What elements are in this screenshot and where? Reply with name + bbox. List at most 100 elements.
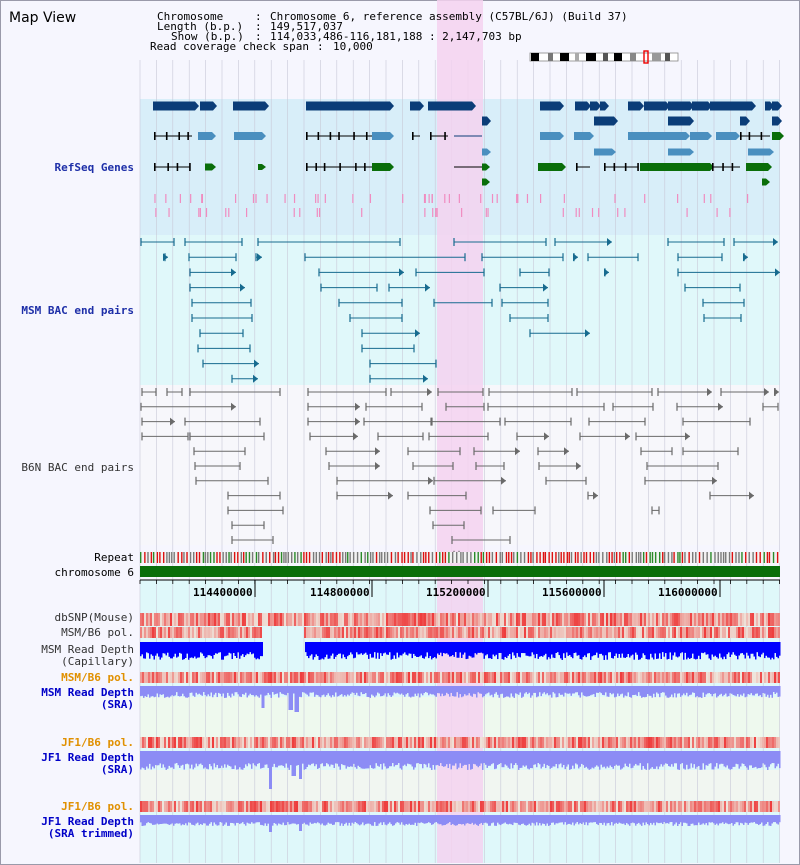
depth-bar: [521, 751, 523, 768]
heat-cell: [410, 627, 412, 638]
heat-cell: [540, 627, 542, 638]
depth-bar: [735, 815, 737, 823]
depth-bar: [303, 686, 305, 693]
heat-cell: [298, 737, 300, 748]
heat-cell: [256, 801, 258, 812]
heat-cell: [262, 801, 264, 812]
depth-bar: [167, 642, 169, 653]
gene-arrow: [487, 148, 491, 156]
depth-bar: [338, 686, 340, 697]
b6n-bac-pairs[interactable]: [140, 388, 779, 559]
heat-cell: [770, 737, 772, 748]
heat-cell: [180, 672, 182, 683]
heat-cell: [252, 613, 254, 626]
heat-cell: [316, 627, 318, 638]
depth-bar: [456, 815, 458, 826]
track-label-refseq[interactable]: RefSeq Genes: [54, 161, 134, 174]
depth-bar: [336, 642, 338, 655]
heat-cell: [242, 627, 244, 638]
gene-arrow: [420, 101, 424, 111]
heat-cell: [404, 801, 406, 812]
track-label-repeat[interactable]: Repeat: [94, 551, 134, 564]
heat-cell: [476, 627, 478, 638]
depth-bar: [437, 751, 439, 765]
depth-bar: [429, 815, 431, 824]
heat-cell: [686, 801, 688, 812]
track-label-jf1-depth-sra[interactable]: JF1 Read Depth: [41, 751, 134, 764]
chromosome-ideogram[interactable]: [529, 50, 679, 64]
heat-cell: [374, 737, 376, 748]
depth-bar: [171, 751, 173, 768]
depth-bar: [638, 815, 640, 823]
snp-mark: [458, 194, 460, 203]
depth-bar: [671, 686, 673, 695]
heat-cell: [646, 737, 648, 748]
heat-cell: [198, 672, 200, 683]
depth-bar: [410, 751, 412, 765]
depth-bar: [537, 751, 539, 764]
track-label-msm-depth-sra[interactable]: MSM Read Depth: [41, 686, 134, 699]
depth-bar: [150, 686, 152, 697]
heat-cell: [640, 672, 642, 683]
depth-bar: [333, 751, 335, 768]
msm-bac-pairs[interactable]: [140, 238, 780, 383]
track-label-msm-depth-capillary[interactable]: MSM Read Depth: [41, 643, 134, 656]
heat-cell: [630, 737, 632, 748]
heat-cell: [242, 801, 244, 812]
heat-cell: [728, 801, 730, 812]
heat-cell: [574, 672, 576, 683]
depth-bar: [711, 815, 713, 823]
heat-cell: [342, 672, 344, 683]
heat-cell: [776, 613, 778, 626]
depth-bar: [377, 642, 379, 653]
track-label-jf1-depth-trimmed[interactable]: JF1 Read Depth: [41, 815, 134, 828]
depth-bar: [236, 686, 238, 693]
track-label-dbsnp[interactable]: dbSNP(Mouse): [54, 611, 134, 624]
depth-bar: [411, 751, 413, 767]
depth-bar: [141, 815, 143, 826]
depth-bar: [428, 815, 430, 823]
snp-mark: [496, 194, 498, 203]
depth-bar: [368, 686, 370, 698]
heat-cell: [456, 737, 458, 748]
depth-bar: [144, 642, 146, 659]
track-label-jf1-b6-pol-2[interactable]: JF1/B6 pol.: [61, 800, 134, 813]
depth-bar: [195, 642, 197, 659]
gene-block: [640, 163, 710, 171]
refseq-gene-glyphs[interactable]: [153, 101, 784, 186]
track-label-jf1-b6-pol[interactable]: JF1/B6 pol.: [61, 736, 134, 749]
heat-cell: [272, 672, 274, 683]
heat-cell: [370, 801, 372, 812]
depth-bar: [254, 642, 256, 658]
depth-bar: [465, 686, 467, 696]
track-label-b6n-bac[interactable]: B6N BAC end pairs: [21, 461, 134, 474]
depth-bar: [422, 686, 424, 696]
snp-mark: [540, 194, 542, 203]
depth-bar: [273, 751, 275, 764]
depth-bar: [255, 751, 257, 767]
track-label-msm-b6-pol-2[interactable]: MSM/B6 pol.: [61, 671, 134, 684]
heat-cell: [286, 613, 288, 626]
depth-bar: [194, 751, 196, 768]
depth-bar: [330, 686, 332, 698]
heat-cell: [236, 801, 238, 812]
depth-bar: [564, 686, 566, 693]
heat-cell: [656, 627, 658, 638]
depth-bar: [509, 751, 511, 769]
heat-cell: [518, 613, 520, 626]
track-label-msm-bac[interactable]: MSM BAC end pairs: [21, 304, 134, 317]
heat-cell: [674, 737, 676, 748]
heat-cell: [434, 613, 436, 626]
depth-bar: [224, 751, 226, 765]
track-label-msm-b6-pol[interactable]: MSM/B6 pol.: [61, 626, 134, 639]
heat-cell: [392, 672, 394, 683]
selected-region-highlight[interactable]: [437, 0, 483, 863]
heat-cell: [632, 627, 634, 638]
heat-cell: [518, 737, 520, 748]
heat-cell: [210, 672, 212, 683]
depth-bar: [512, 642, 514, 653]
depth-bar: [446, 815, 448, 825]
depth-bar: [431, 815, 433, 825]
depth-bar: [545, 686, 547, 695]
